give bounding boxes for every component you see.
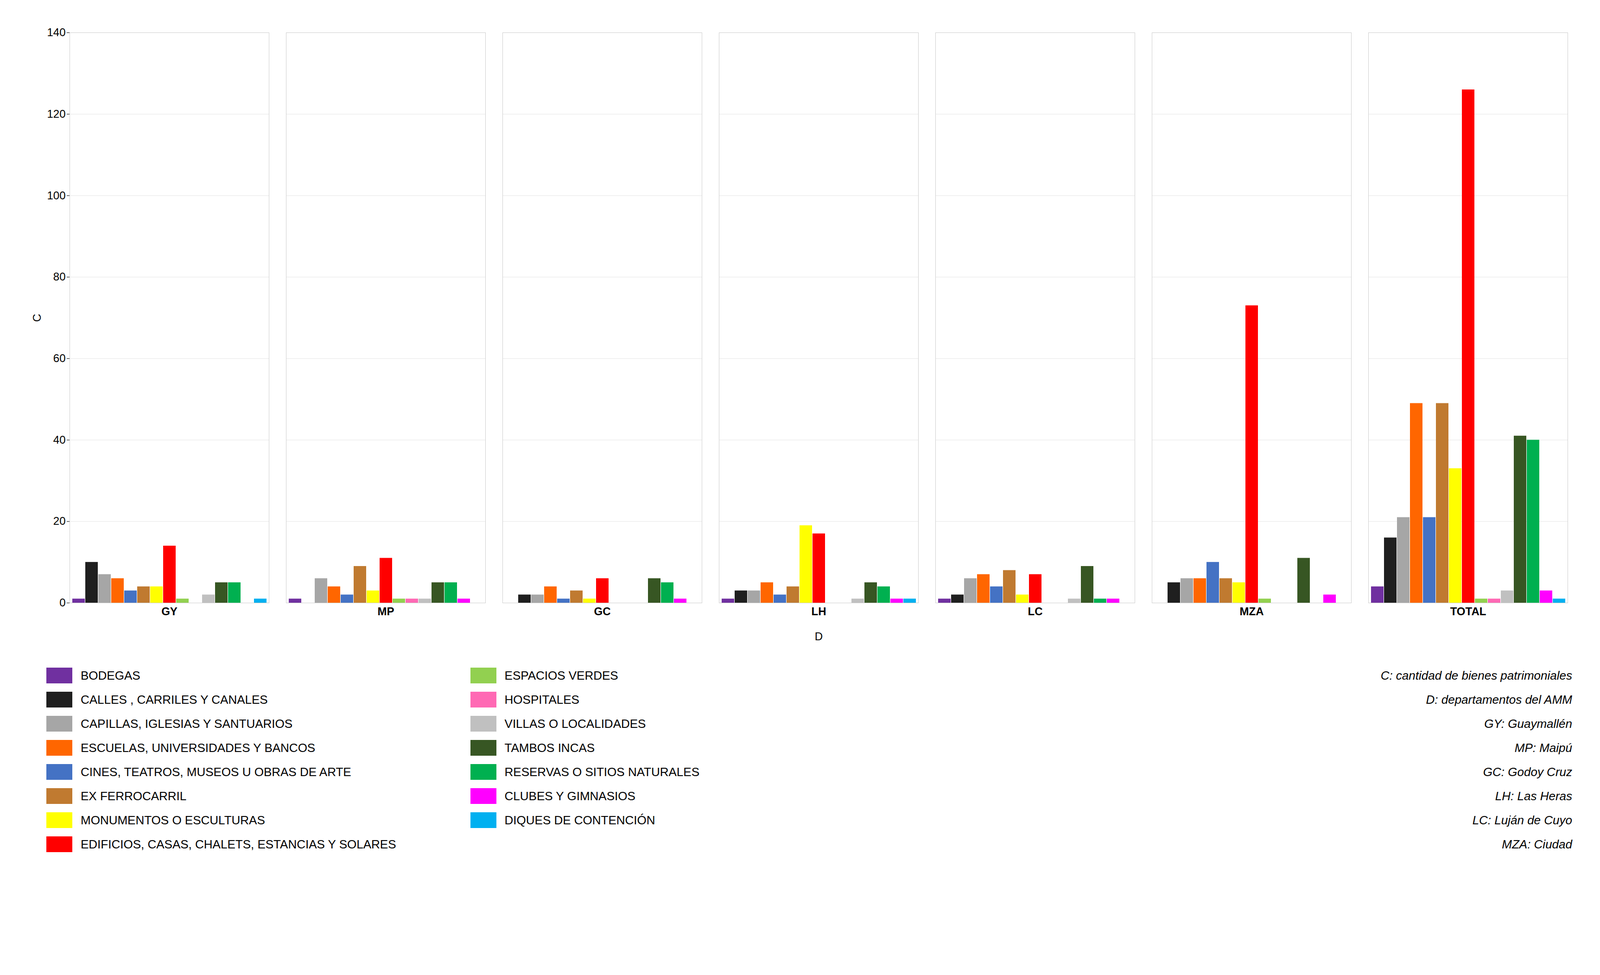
html-text:HOSPITALES: HOSPITALES <box>504 692 580 707</box>
svg-text:LC: LC <box>1028 604 1043 618</box>
svg-text:MZA: MZA <box>1239 604 1264 618</box>
html-text:GY: Guaymallén: GY: Guaymallén <box>1484 716 1573 731</box>
svg-text:GY: GY <box>161 604 178 618</box>
html-text:DIQUES DE CONTENCIÓN: DIQUES DE CONTENCIÓN <box>504 812 656 827</box>
html-text:VILLAS O LOCALIDADES: VILLAS O LOCALIDADES <box>504 716 646 731</box>
html-text:RESERVAS O SITIOS NATURALES: RESERVAS O SITIOS NATURALES <box>504 764 700 779</box>
svg-text:40: 40 <box>53 433 66 446</box>
svg-text:100: 100 <box>46 189 66 202</box>
svg-text:120: 120 <box>46 107 66 121</box>
svg-text:TOTAL: TOTAL <box>1450 604 1487 618</box>
svg-text:GC: GC <box>594 604 611 618</box>
html-text:D: departamentos del AMM: D: departamentos del AMM <box>1425 692 1573 707</box>
svg-text:D: D <box>814 629 823 643</box>
html-text:CALLES , CARRILES Y CANALES: CALLES , CARRILES Y CANALES <box>80 692 268 707</box>
html-text:LC: Luján de Cuyo: LC: Luján de Cuyo <box>1472 812 1573 827</box>
html-text:CLUBES Y GIMNASIOS: CLUBES Y GIMNASIOS <box>504 788 636 803</box>
html-text:GC: Godoy Cruz: GC: Godoy Cruz <box>1483 764 1573 779</box>
svg-text:60: 60 <box>53 351 66 365</box>
html-text:CINES, TEATROS, MUSEOS U OBRAS: CINES, TEATROS, MUSEOS U OBRAS DE ARTE <box>80 764 352 779</box>
html-text:MP: Maipú: MP: Maipú <box>1514 740 1573 755</box>
svg-text:20: 20 <box>53 514 66 527</box>
html-text:LH: Las Heras: LH: Las Heras <box>1495 788 1573 803</box>
html-text:ESCUELAS, UNIVERSIDADES Y BANC: ESCUELAS, UNIVERSIDADES Y BANCOS <box>80 740 316 755</box>
html-text:CAPILLAS, IGLESIAS Y SANTUARIO: CAPILLAS, IGLESIAS Y SANTUARIOS <box>80 716 293 731</box>
html-text:EX FERROCARRIL: EX FERROCARRIL <box>80 788 187 803</box>
html-text:EDIFICIOS, CASAS, CHALETS, EST: EDIFICIOS, CASAS, CHALETS, ESTANCIAS Y S… <box>80 836 397 851</box>
html-text:TAMBOS INCAS: TAMBOS INCAS <box>504 740 595 755</box>
svg-text:C: C <box>30 313 44 322</box>
html-text:BODEGAS: BODEGAS <box>80 668 141 683</box>
svg-text:140: 140 <box>46 25 66 39</box>
svg-text:0: 0 <box>59 596 66 609</box>
html-text:ESPACIOS VERDES: ESPACIOS VERDES <box>504 668 619 683</box>
html-text:MONUMENTOS O ESCULTURAS: MONUMENTOS O ESCULTURAS <box>80 812 266 827</box>
svg-text:LH: LH <box>811 604 827 618</box>
svg-text:80: 80 <box>53 270 66 283</box>
html-text:C: cantidad de bienes patrimon: C: cantidad de bienes patrimoniales <box>1380 668 1573 683</box>
html-text:MZA: Ciudad: MZA: Ciudad <box>1501 837 1573 851</box>
svg-text:MP: MP <box>377 604 395 618</box>
